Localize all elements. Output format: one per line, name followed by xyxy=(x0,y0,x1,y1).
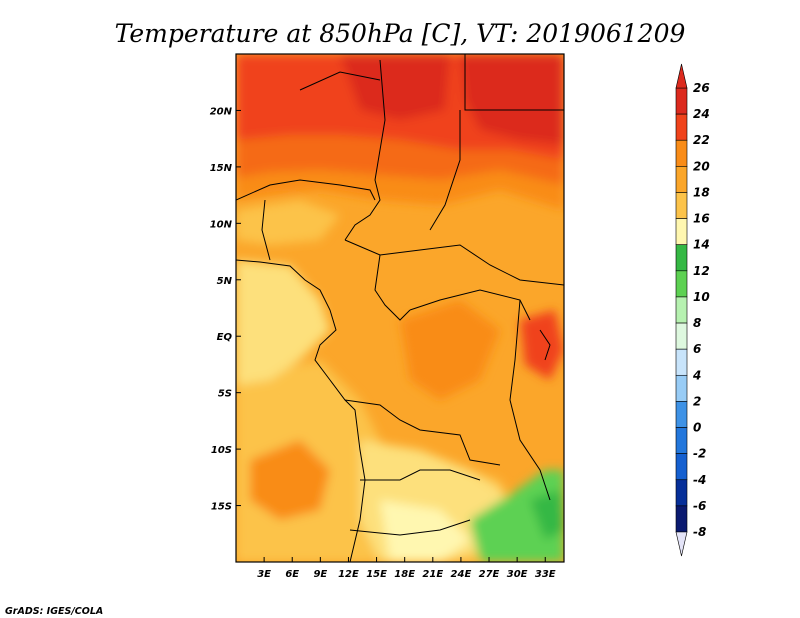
field-northeast-red xyxy=(460,54,564,145)
lat-tick-label: 15N xyxy=(210,163,233,174)
colorbar-segment xyxy=(675,374,688,402)
colorbar-label: 10 xyxy=(693,290,710,304)
lon-tick-label: 12E xyxy=(338,569,359,580)
lon-tick-label: 30E xyxy=(507,569,528,580)
border-lake-victoria xyxy=(539,329,551,361)
lon-tick-label: 9E xyxy=(313,569,327,580)
lat-tick-label: 15S xyxy=(211,502,232,513)
lon-tick-label: 33E xyxy=(535,569,556,580)
lat-tick-label: 10N xyxy=(210,219,233,230)
border-drc-north xyxy=(409,289,531,321)
border-egypt-sudan xyxy=(464,54,564,111)
lat-tick-label: 5N xyxy=(217,276,233,287)
lon-tick-label: 15E xyxy=(366,569,387,580)
colorbar-segment xyxy=(675,427,688,454)
colorbar-segment xyxy=(675,166,688,193)
colorbar-label: 0 xyxy=(693,421,701,435)
field-north-central-red xyxy=(340,54,450,120)
colorbar-segment xyxy=(675,87,688,115)
longitude-axis: 3E 6E 9E 12E 15E 18E 21E 24E 27E 30E 33E xyxy=(257,557,556,580)
colorbar-label: 16 xyxy=(693,212,710,226)
lat-tick-label: EQ xyxy=(217,332,233,343)
field-southeast-darkgreen xyxy=(530,490,564,540)
border-chad-west xyxy=(344,59,386,241)
lon-tick-label: 18E xyxy=(394,569,415,580)
colorbar-label: -8 xyxy=(693,525,706,539)
temperature-field xyxy=(236,54,564,562)
colorbar-label: 26 xyxy=(693,81,710,95)
colorbar-segment xyxy=(675,348,688,376)
colorbar-label: 22 xyxy=(693,133,710,147)
colorbar-label: 12 xyxy=(693,264,710,278)
colorbar-segment xyxy=(675,113,688,141)
colorbar-segment xyxy=(675,192,688,219)
latitude-axis: 20N 15N 10N 5N EQ 5S 10S 15S xyxy=(210,106,241,513)
colorbar-label: -6 xyxy=(693,499,706,513)
border-chad-sudan xyxy=(429,110,461,231)
colorbar-label: -2 xyxy=(693,447,706,461)
colorbar-label: 2 xyxy=(693,394,701,408)
field-westafrica-yellow xyxy=(236,200,340,245)
colorbar-segment xyxy=(675,244,688,272)
border-nigeria-west xyxy=(261,199,271,261)
border-niger-north xyxy=(299,71,381,91)
colorbar-label: 18 xyxy=(693,185,710,199)
colorbar-segment xyxy=(675,322,688,350)
colorbar-top-arrow xyxy=(675,63,688,89)
credit-text: GrADS: IGES/COLA xyxy=(5,606,103,617)
coastline xyxy=(236,259,366,562)
colorbar-segment xyxy=(675,139,688,167)
field-congo-orange xyxy=(400,300,500,400)
colorbar-label: 20 xyxy=(693,159,710,173)
colorbar-label: 8 xyxy=(693,316,701,330)
colorbar-label: 4 xyxy=(692,368,701,382)
colorbar-segment xyxy=(675,296,688,324)
lat-tick-label: 5S xyxy=(218,389,232,400)
colorbar-label: 6 xyxy=(693,342,701,356)
colorbar-label: 14 xyxy=(693,238,710,252)
field-eastafrica-red xyxy=(520,310,564,380)
lon-tick-label: 27E xyxy=(479,569,500,580)
border-sahel xyxy=(236,179,376,201)
border-angola-zambia xyxy=(360,469,481,481)
field-coast-pale xyxy=(236,260,330,385)
lat-tick-label: 20N xyxy=(210,106,233,117)
border-drc-east xyxy=(509,299,551,501)
boundaries xyxy=(236,54,564,562)
colorbar-segment xyxy=(675,505,688,533)
border-drc-south xyxy=(344,399,501,466)
field-angola-orange xyxy=(250,440,330,520)
colorbar-label: -4 xyxy=(693,473,706,487)
lon-tick-label: 3E xyxy=(257,569,271,580)
field-south-palest xyxy=(380,500,470,562)
lon-tick-label: 6E xyxy=(285,569,299,580)
colorbar-segment xyxy=(675,270,688,298)
border-cameroon-congo xyxy=(374,254,411,321)
page-title: Temperature at 850hPa [C], VT: 201906120… xyxy=(115,19,686,48)
lat-tick-label: 10S xyxy=(211,445,232,456)
colorbar-segment xyxy=(675,479,688,507)
field-southeast-green xyxy=(470,470,564,562)
colorbar-segment xyxy=(675,218,688,246)
colorbar-label: 24 xyxy=(693,107,710,121)
lon-tick-label: 21E xyxy=(422,569,443,580)
lon-tick-label: 24E xyxy=(451,569,472,580)
map-frame xyxy=(235,53,565,563)
colorbar-segment xyxy=(675,453,688,481)
border-namibia-botswana xyxy=(349,519,471,536)
colorbar-segment xyxy=(675,401,688,428)
colorbar-bottom-arrow xyxy=(675,531,688,557)
